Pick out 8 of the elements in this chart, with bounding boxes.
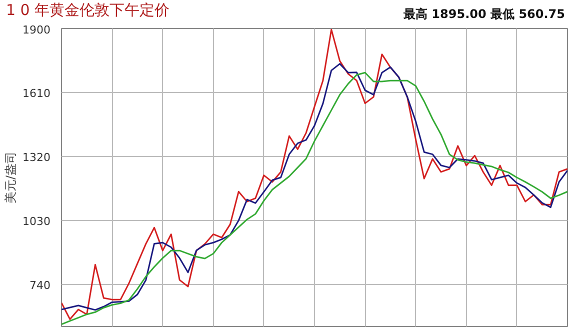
y-axis-title: 美元/盎司 (4, 151, 18, 204)
y-tick-label: 740 (30, 279, 51, 292)
y-tick-label: 1610 (22, 87, 51, 100)
chart-title: 1 0 年黄金伦敦下午定价 (6, 0, 170, 21)
y-tick-label: 1900 (22, 24, 51, 36)
y-tick-label: 1320 (22, 151, 51, 164)
text: 最高 1895.00 最低 560.75 (404, 6, 565, 23)
y-tick-label: 1030 (22, 215, 51, 228)
